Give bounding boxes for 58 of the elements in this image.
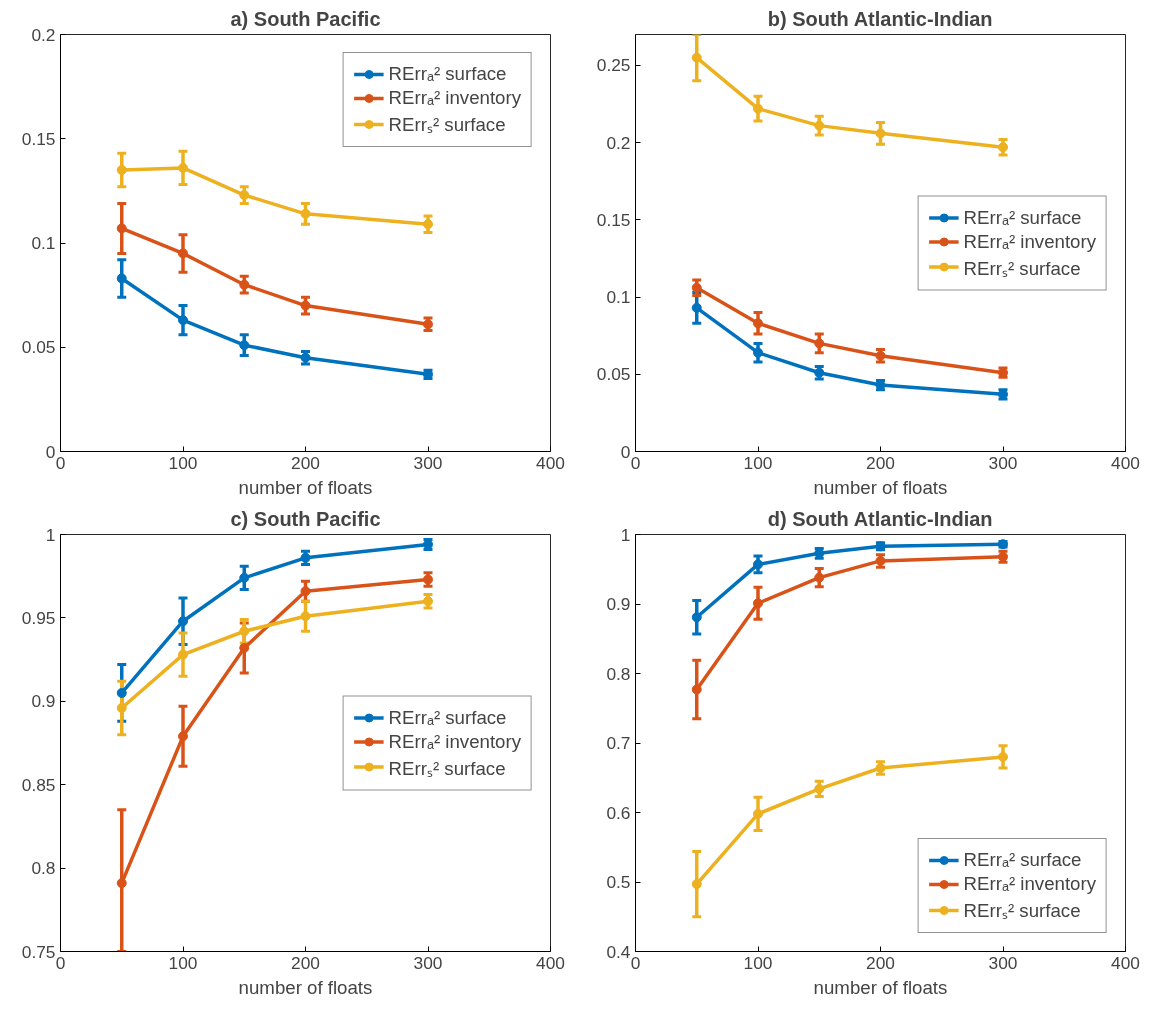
x-axis-title: number of floats (813, 476, 948, 498)
x-axis-title: number of floats (813, 976, 948, 998)
y-tick-label: 0.05 (596, 364, 631, 385)
legend-label: RErrₐ² surface (388, 63, 507, 85)
y-tick-label: 1 (620, 524, 631, 545)
x-tick-label: 100 (743, 452, 773, 473)
y-tick-label: 0.75 (21, 941, 56, 962)
x-tick-label: 400 (536, 952, 565, 973)
y-tick-label: 0.6 (606, 802, 631, 823)
y-tick-label: 0.2 (606, 132, 631, 153)
y-tick-label: 0.95 (21, 607, 56, 628)
chart-title: a) South Pacific (230, 7, 381, 30)
x-tick-label: 200 (866, 952, 895, 973)
y-tick-label: 0.25 (596, 55, 631, 76)
y-tick-label: 0.4 (606, 941, 631, 962)
legend-label: RErrₐ² inventory (388, 730, 521, 752)
x-tick-label: 400 (1111, 952, 1140, 973)
x-tick-label: 400 (536, 452, 565, 473)
legend-label: RErrₐ² inventory (963, 230, 1096, 252)
x-tick-label: 300 (988, 952, 1018, 973)
x-tick-label: 300 (988, 452, 1018, 473)
x-tick-label: 100 (168, 952, 198, 973)
legend-label: RErrₐ² surface (388, 706, 507, 728)
x-tick-label: 100 (743, 952, 773, 973)
legend-label: RErrₛ² surface (963, 256, 1081, 279)
x-tick-label: 100 (168, 452, 198, 473)
x-tick-label: 200 (291, 452, 320, 473)
y-tick-label: 0.8 (31, 858, 56, 879)
y-tick-label: 0.15 (596, 209, 631, 230)
x-axis-title: number of floats (238, 976, 373, 998)
y-tick-label: 0.2 (31, 24, 56, 45)
x-tick-label: 300 (413, 452, 443, 473)
y-tick-label: 0.8 (606, 663, 631, 684)
x-axis-title: number of floats (238, 476, 373, 498)
y-tick-label: 0.85 (21, 774, 56, 795)
x-tick-label: 200 (291, 952, 320, 973)
y-tick-label: 0.9 (606, 594, 631, 614)
legend-label: RErrₐ² surface (963, 206, 1082, 228)
y-tick-label: 0.9 (31, 691, 56, 712)
y-tick-label: 0.15 (21, 128, 56, 149)
chart-title: d) South Atlantic-Indian (767, 507, 993, 530)
y-tick-label: 0.1 (606, 287, 631, 308)
legend-label: RErrₛ² surface (388, 756, 506, 779)
legend-label: RErrₐ² surface (963, 849, 1082, 871)
legend-label: RErrₛ² surface (388, 113, 506, 136)
x-tick-label: 400 (1111, 452, 1140, 473)
x-tick-label: 200 (866, 452, 895, 473)
chart-title: b) South Atlantic-Indian (767, 7, 993, 30)
legend-label: RErrₐ² inventory (963, 873, 1096, 895)
y-tick-label: 0.1 (31, 233, 56, 253)
y-tick-label: 0.5 (606, 872, 631, 892)
legend-label: RErrₛ² surface (963, 899, 1081, 922)
chart-title: c) South Pacific (230, 507, 381, 530)
y-tick-label: 0.05 (21, 337, 56, 358)
x-tick-label: 300 (413, 952, 443, 973)
legend-label: RErrₐ² inventory (388, 87, 521, 109)
y-tick-label: 1 (45, 524, 56, 545)
y-tick-label: 0.7 (606, 733, 631, 753)
